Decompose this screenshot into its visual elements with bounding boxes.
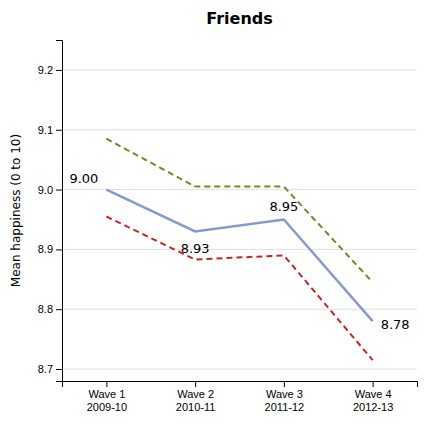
x-tick-label-line: 2010-11 xyxy=(176,401,216,413)
x-tick-label: Wave 12009-10 xyxy=(87,388,127,413)
grid xyxy=(62,70,417,369)
x-tick: Wave 22010-11 xyxy=(176,381,216,413)
series-line xyxy=(106,139,372,283)
y-tick-label: 9.0 xyxy=(38,184,53,196)
y-tick: 8.8 xyxy=(38,303,62,315)
x-axis-line xyxy=(63,382,418,388)
y-tick: 9.1 xyxy=(38,124,62,136)
y-tick-mark xyxy=(56,130,62,131)
y-tick-label: 9.1 xyxy=(38,124,53,136)
y-tick: 8.7 xyxy=(38,363,62,375)
x-axis: Wave 12009-10Wave 22010-11Wave 32011-12W… xyxy=(63,381,418,413)
y-tick-mark xyxy=(56,369,62,370)
y-tick: 8.9 xyxy=(38,243,62,255)
x-tick-label-line: 2011-12 xyxy=(265,401,305,413)
data-label: 8.78 xyxy=(381,317,410,332)
plot: 8.78.88.99.09.19.2Wave 12009-10Wave 2201… xyxy=(38,41,418,414)
y-tick: 9.0 xyxy=(38,184,62,196)
data-label: 8.95 xyxy=(269,199,298,214)
y-axis-title: Mean happiness (0 to 10) xyxy=(9,134,23,287)
grid-line xyxy=(62,129,417,130)
x-tick-label: Wave 42012-13 xyxy=(353,388,393,413)
y-axis: 8.7 8.8 8.9 9.0 9.1 9.2 xyxy=(38,41,63,382)
y-tick-mark xyxy=(56,309,62,310)
x-tick-mark xyxy=(373,381,374,387)
series-line xyxy=(106,216,372,360)
grid-line xyxy=(62,189,417,190)
x-tick-label-line: Wave 3 xyxy=(266,388,303,400)
y-axis-line xyxy=(56,41,63,382)
x-tick-mark xyxy=(195,381,196,387)
x-tick-label-line: Wave 1 xyxy=(88,388,125,400)
data-labels: 9.00 8.93 8.95 8.78 xyxy=(69,171,409,332)
chart: 8.78.88.99.09.19.2Wave 12009-10Wave 2201… xyxy=(0,0,437,436)
x-tick-label-line: 2009-10 xyxy=(87,401,127,413)
data-label: 9.00 xyxy=(69,171,98,186)
title: Friends xyxy=(206,9,273,28)
y-tick-label: 9.2 xyxy=(38,64,53,76)
y-tick-mark xyxy=(56,249,62,250)
y-tick-mark xyxy=(56,70,62,71)
grid-line xyxy=(62,69,417,70)
x-tick: Wave 42012-13 xyxy=(353,381,393,413)
x-tick-label-line: Wave 2 xyxy=(177,388,214,400)
y-tick-label: 8.8 xyxy=(38,303,53,315)
grid-line xyxy=(62,249,417,250)
x-tick-label: Wave 22010-11 xyxy=(176,388,216,413)
lines xyxy=(106,139,372,360)
y-tick-label: 8.9 xyxy=(38,243,53,255)
grid-line xyxy=(62,369,417,370)
x-tick: Wave 12009-10 xyxy=(87,381,127,413)
series-line xyxy=(106,190,372,322)
x-tick-mark xyxy=(284,381,285,387)
data-label: 8.93 xyxy=(181,241,210,256)
y-tick-label: 8.7 xyxy=(38,363,53,375)
y-tick-mark xyxy=(56,190,62,191)
x-tick: Wave 32011-12 xyxy=(265,381,305,413)
x-tick-label: Wave 32011-12 xyxy=(265,388,305,413)
y-tick: 9.2 xyxy=(38,64,62,76)
x-tick-label-line: 2012-13 xyxy=(353,401,393,413)
x-tick-mark xyxy=(106,381,107,387)
x-tick-label-line: Wave 4 xyxy=(355,388,392,400)
